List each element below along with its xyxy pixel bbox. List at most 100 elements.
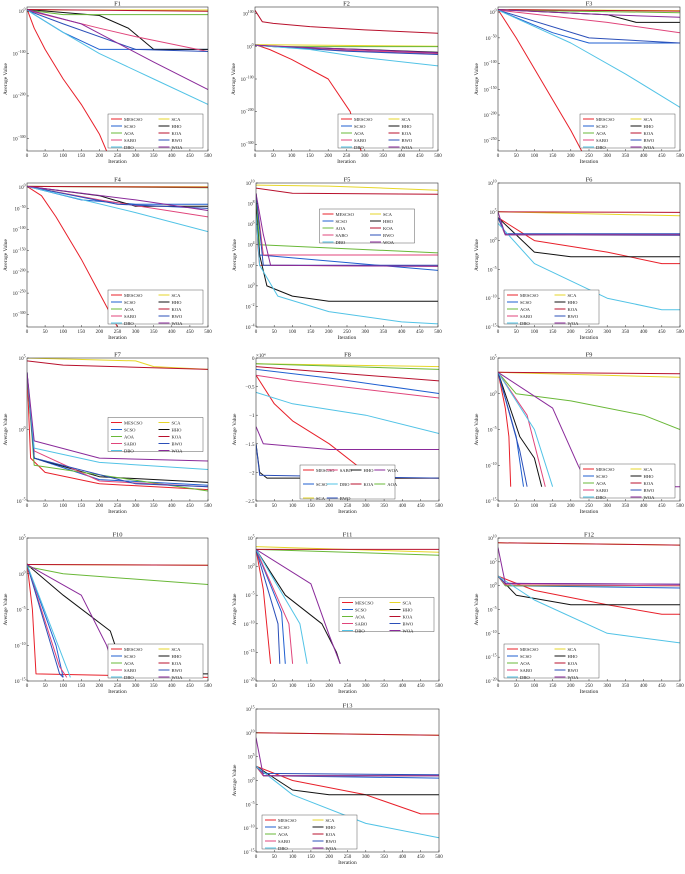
legend-item-hho: HHO xyxy=(554,654,578,659)
series-group xyxy=(256,184,438,325)
legend-label: BWO xyxy=(568,668,579,673)
legend-label: MESCSO xyxy=(596,117,615,122)
x-tick-label: 450 xyxy=(417,855,425,860)
legend-label: BWO xyxy=(402,138,413,143)
x-tick-label: 200 xyxy=(567,330,575,335)
series-line-dbo xyxy=(256,391,439,434)
legend-item-woa: WOA xyxy=(312,846,337,851)
legend-label: AOA xyxy=(355,614,366,619)
legend-label: SCA xyxy=(172,117,182,122)
series-line-scso xyxy=(256,368,439,394)
series-group xyxy=(256,546,439,664)
legend-label: KOA xyxy=(402,131,413,136)
series-line-woa xyxy=(256,548,341,664)
x-tick-label: 400 xyxy=(398,154,406,159)
legend-item-bwo: BWO xyxy=(370,233,394,238)
legend-item-woa: WOA xyxy=(158,448,183,453)
series-group xyxy=(498,211,680,311)
legend-label: DBO xyxy=(340,482,350,487)
x-tick-label: 300 xyxy=(132,684,140,689)
y-tick-label: 105 xyxy=(490,558,497,566)
legend-label: WOA xyxy=(387,468,399,473)
legend-item-mescso: MESCSO xyxy=(303,468,335,473)
legend-item-sca: SCA xyxy=(312,818,335,823)
legend-label: MESCSO xyxy=(124,293,143,298)
x-tick-label: 0 xyxy=(26,154,29,159)
series-line-woa xyxy=(498,9,680,18)
legend-label: BWO xyxy=(172,138,183,143)
series-line-bwo xyxy=(27,564,64,678)
legend-item-scso: SCSO xyxy=(265,825,290,830)
legend-item-scso: SCSO xyxy=(342,607,367,612)
series-line-sabo xyxy=(498,217,680,236)
y-tick-label: 10−5 xyxy=(245,801,254,809)
legend-box xyxy=(107,113,204,149)
x-axis-label: Iteration xyxy=(580,689,599,695)
legend-item-mescso: MESCSO xyxy=(342,600,374,605)
x-tick-label: 400 xyxy=(640,154,648,159)
x-tick-label: 150 xyxy=(78,684,86,689)
y-tick-label: −1 xyxy=(249,414,255,419)
legend-item-koa: KOA xyxy=(158,434,182,439)
y-tick-label: 100 xyxy=(19,426,26,434)
legend-label: SABO xyxy=(596,488,609,493)
x-tick-label: 400 xyxy=(640,504,648,509)
y-tick-label: 10−200 xyxy=(13,268,26,276)
chart-panel-f6: F6 0 50 100 150 200 250 300 350 400 450 500 Iteratio… xyxy=(474,177,684,342)
series-line-koa xyxy=(27,185,208,188)
x-tick-label: 250 xyxy=(344,504,352,509)
chart-title: F5 xyxy=(344,177,351,184)
y-tick-label: 10−10 xyxy=(486,462,497,470)
legend-item-hho: HHO xyxy=(158,300,182,305)
legend-item-woa: WOA xyxy=(630,495,655,500)
y-tick-label: 10−15 xyxy=(486,498,497,506)
y-tick-label: 10−5 xyxy=(487,426,496,434)
x-tick-label: 300 xyxy=(362,855,370,860)
legend-item-bwo: BWO xyxy=(158,441,183,446)
legend-item-woa: WOA xyxy=(158,145,183,150)
x-tick-label: 50 xyxy=(43,330,49,335)
x-tick-label: 50 xyxy=(271,154,277,159)
legend-item-dbo: DBO xyxy=(322,240,346,245)
x-tick-label: 350 xyxy=(379,154,387,159)
y-tick-label: 100 xyxy=(490,237,497,245)
legend-label: SABO xyxy=(124,668,137,673)
y-axis-label: Average Value xyxy=(232,764,238,797)
y-tick-label: 10−5 xyxy=(487,606,496,614)
legend-label: BWO xyxy=(172,668,183,673)
legend-label: MESCSO xyxy=(520,293,539,298)
series-group xyxy=(27,185,208,327)
series-line-koa xyxy=(498,9,680,12)
series-line-woa xyxy=(498,211,680,236)
legend-item-aoa: AOA xyxy=(341,131,365,136)
series-line-koa xyxy=(27,360,208,370)
y-axis-label: Average Value xyxy=(474,238,480,271)
legend-item-dbo: DBO xyxy=(111,675,134,680)
y-axis-label: Average Value xyxy=(231,62,237,95)
series-line-scso xyxy=(27,564,64,678)
series-line-mescso xyxy=(27,8,108,151)
legend-item-dbo: DBO xyxy=(342,628,365,633)
x-tick-label: 300 xyxy=(603,330,611,335)
x-tick-label: 300 xyxy=(603,504,611,509)
series-line-woa xyxy=(27,9,208,91)
legend-label: AOA xyxy=(387,482,398,487)
x-tick-label: 500 xyxy=(204,504,212,509)
legend-label: BWO xyxy=(172,441,183,446)
series-line-woa xyxy=(27,185,208,211)
legend-label: WOA xyxy=(383,240,395,245)
x-tick-label: 100 xyxy=(531,504,539,509)
chart-title: F1 xyxy=(114,1,121,8)
x-tick-label: 500 xyxy=(435,855,443,860)
legend-label: BWO xyxy=(340,496,351,501)
legend-item-mescso: MESCSO xyxy=(265,818,297,823)
chart-title: F7 xyxy=(114,352,122,359)
x-tick-label: 50 xyxy=(514,154,520,159)
legend-label: SABO xyxy=(124,138,137,143)
x-tick-label: 500 xyxy=(434,330,442,335)
legend-item-aoa: AOA xyxy=(265,832,289,837)
x-tick-label: 150 xyxy=(549,330,557,335)
y-tick-label: 10−100 xyxy=(241,76,254,84)
legend-item-bwo: BWO xyxy=(312,839,337,844)
